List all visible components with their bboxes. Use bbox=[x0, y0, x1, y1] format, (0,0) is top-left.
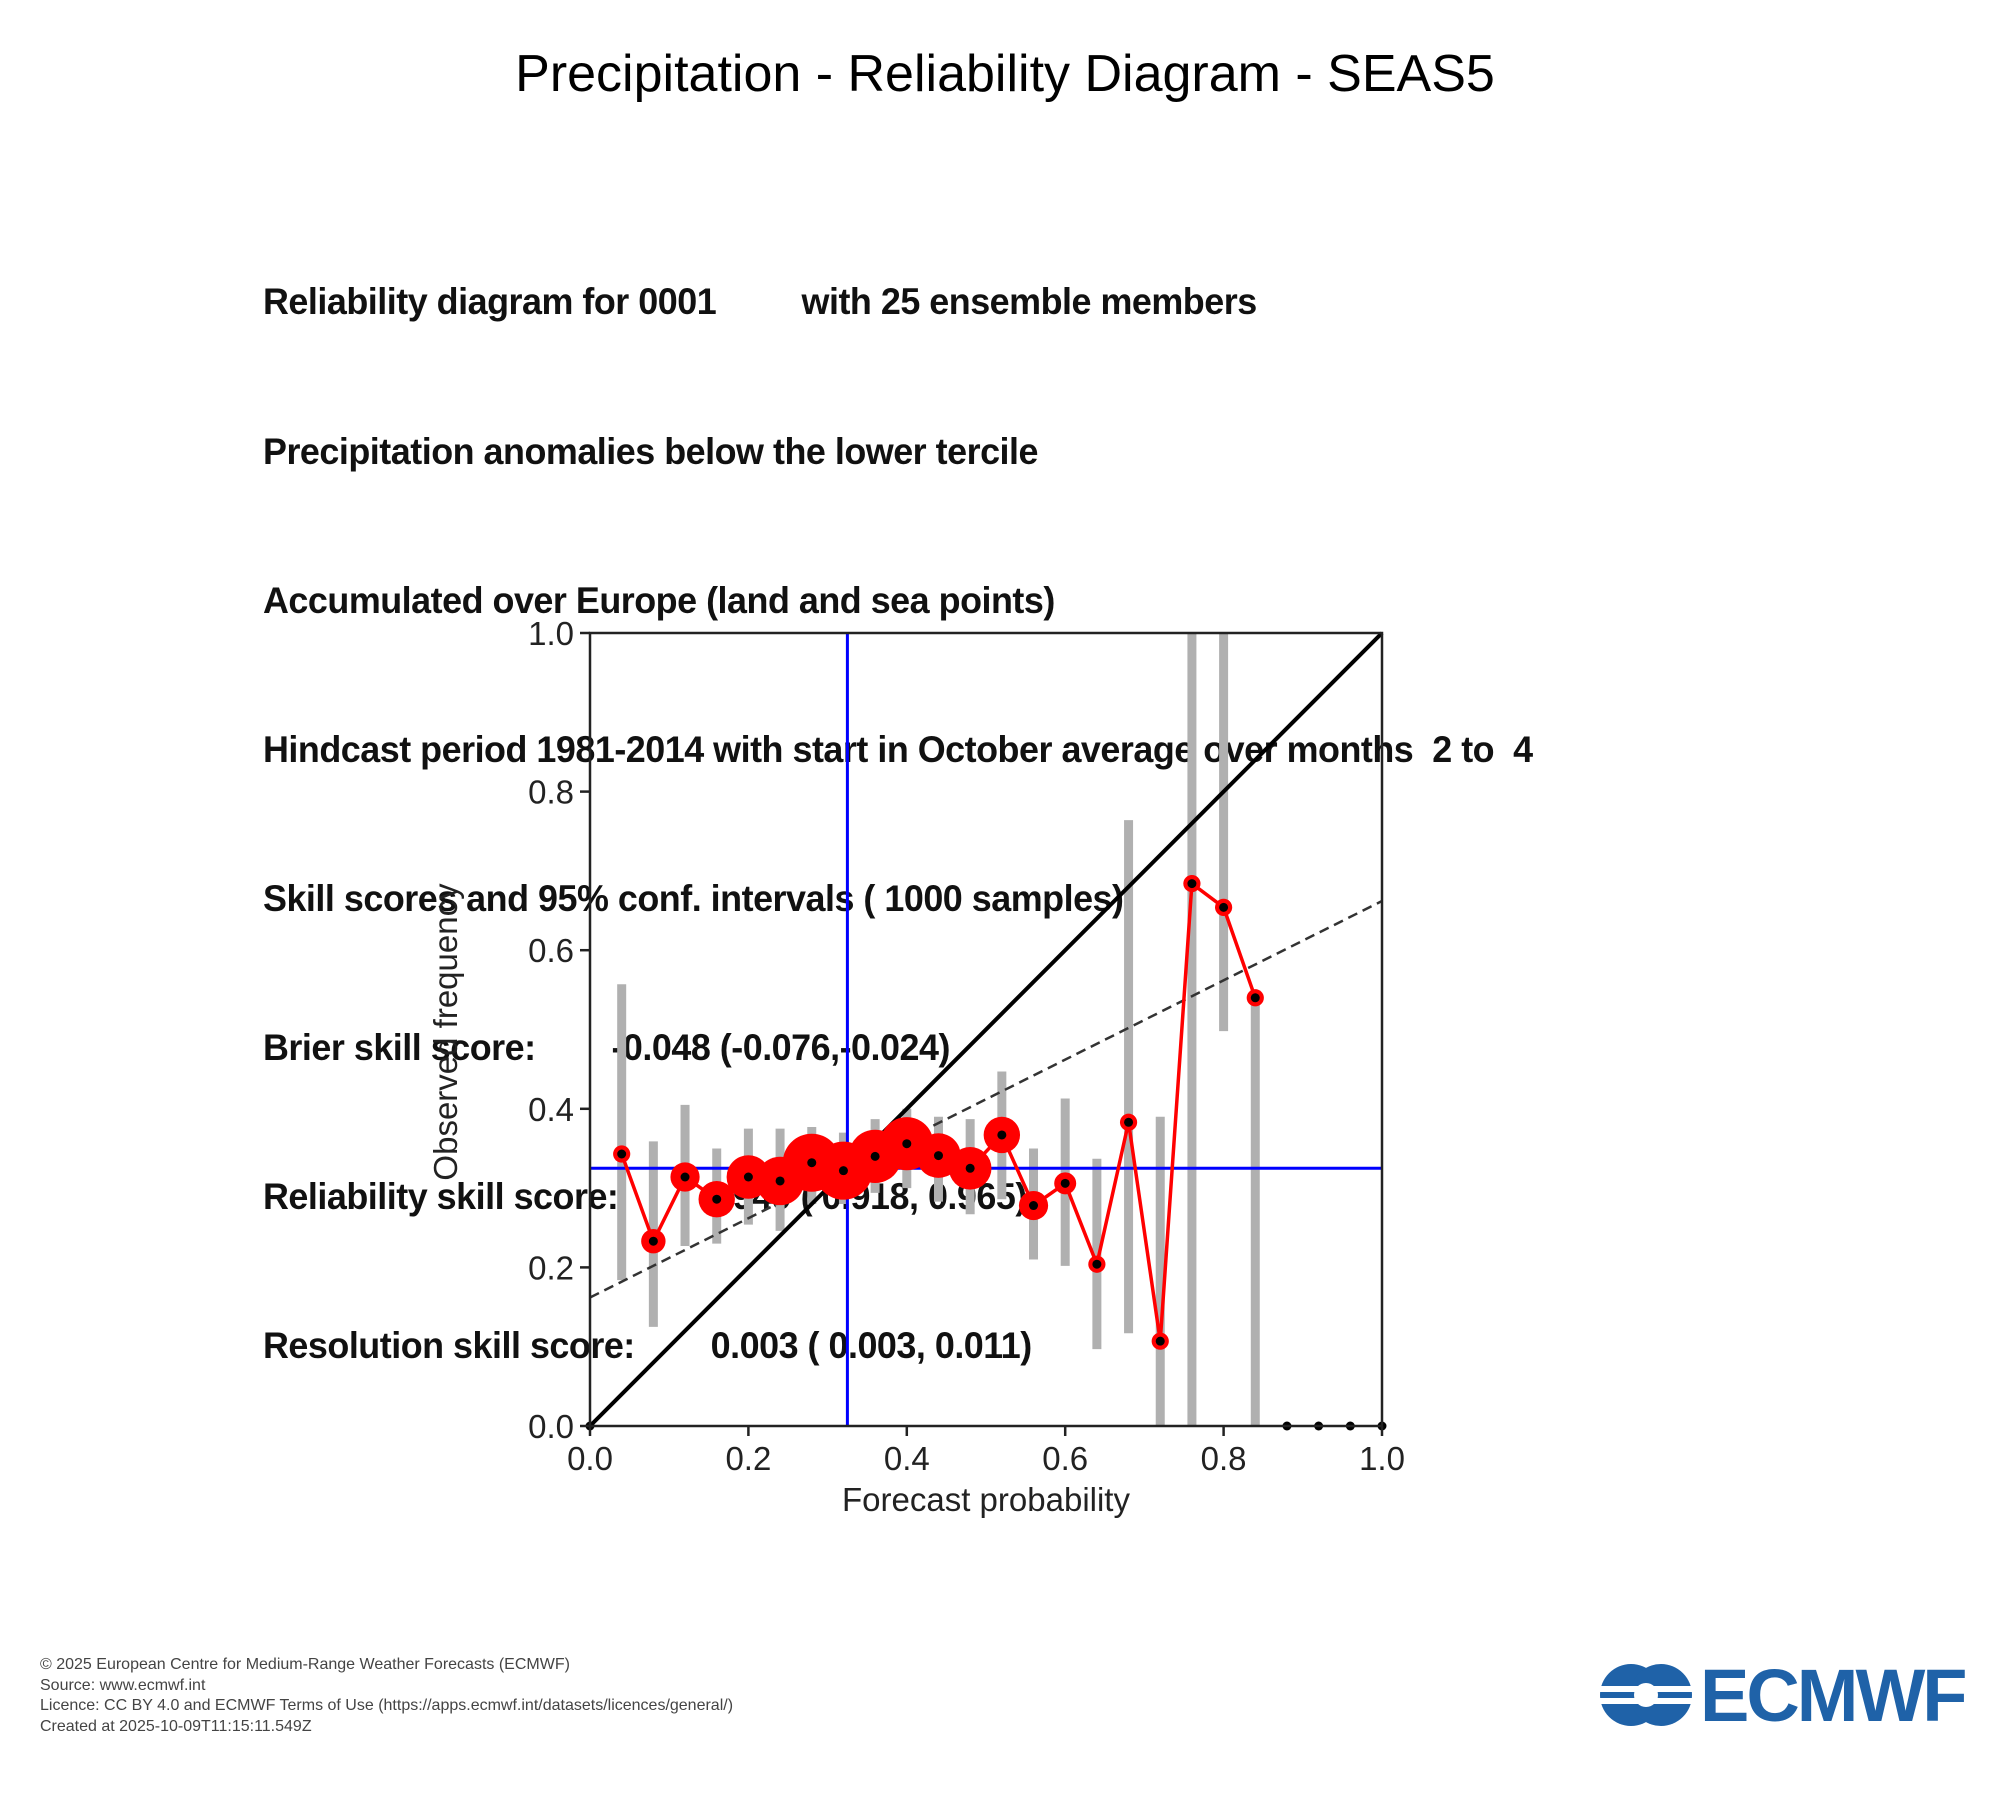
info-block: Reliability diagram for 0001 with 25 ens… bbox=[263, 178, 1572, 1421]
y-tick-label: 0.6 bbox=[528, 932, 574, 969]
source-text: Source: www.ecmwf.int bbox=[40, 1676, 206, 1694]
info-line: Accumulated over Europe (land and sea po… bbox=[263, 579, 1055, 621]
info-line: Skill scores and 95% conf. intervals ( 1… bbox=[263, 877, 1124, 919]
data-point bbox=[1060, 1178, 1070, 1188]
data-point bbox=[1029, 1201, 1039, 1211]
y-tick-label: 0.4 bbox=[528, 1091, 574, 1128]
data-point bbox=[1187, 879, 1197, 889]
x-tick-label: 1.0 bbox=[1359, 1440, 1405, 1477]
data-point bbox=[743, 1172, 753, 1182]
perfect-reliability-diagonal bbox=[588, 631, 1384, 1428]
brier-skill-score: Brier skill score: -0.048 (-0.076,-0.024… bbox=[263, 1026, 950, 1068]
copyright-text: © 2025 European Centre for Medium-Range … bbox=[40, 1656, 570, 1673]
info-line: Reliability diagram for 0001 with 25 ens… bbox=[263, 281, 1257, 323]
data-point bbox=[1219, 902, 1229, 912]
data-point bbox=[680, 1172, 690, 1182]
data-point bbox=[902, 1139, 912, 1149]
data-point bbox=[933, 1151, 943, 1161]
x-tick-label: 0.6 bbox=[1042, 1440, 1088, 1477]
y-tick-label: 1.0 bbox=[528, 615, 574, 652]
resolution-skill-score: Resolution skill score: 0.003 ( 0.003, 0… bbox=[263, 1325, 1032, 1367]
y-tick-label: 0.8 bbox=[528, 774, 574, 811]
logo-text: ECMWF bbox=[1700, 1653, 1967, 1737]
licence-text: Licence: CC BY 4.0 and ECMWF Terms of Us… bbox=[40, 1697, 734, 1714]
chart-title: Precipitation - Reliability Diagram - SE… bbox=[515, 45, 1495, 103]
data-point bbox=[965, 1163, 975, 1173]
y-tick-label: 0.2 bbox=[528, 1249, 574, 1286]
data-point bbox=[1092, 1259, 1102, 1269]
x-tick-label: 0.8 bbox=[1201, 1440, 1247, 1477]
data-point bbox=[617, 1149, 627, 1159]
data-point bbox=[997, 1130, 1007, 1140]
info-line: Hindcast period 1981-2014 with start in … bbox=[263, 728, 1533, 770]
ecmwf-logo-icon bbox=[1598, 1664, 1694, 1726]
x-tick-label: 0.4 bbox=[884, 1440, 930, 1477]
data-point bbox=[648, 1236, 658, 1246]
y-axis-label: Observed frequency bbox=[427, 883, 464, 1181]
footer: © 2025 European Centre for Medium-Range … bbox=[40, 1655, 733, 1737]
y-tick-label: 0.0 bbox=[528, 1408, 574, 1445]
info-line: Precipitation anomalies below the lower … bbox=[263, 430, 1038, 472]
data-point bbox=[838, 1166, 848, 1176]
x-tick-label: 0.2 bbox=[725, 1440, 771, 1477]
plot-frame bbox=[588, 631, 1384, 1428]
data-point bbox=[1155, 1336, 1165, 1346]
data-point bbox=[870, 1151, 880, 1161]
data-point bbox=[1250, 993, 1260, 1003]
data-point bbox=[807, 1158, 817, 1168]
data-point bbox=[712, 1194, 722, 1204]
ecmwf-logo: ECMWF bbox=[1598, 1654, 1967, 1737]
data-point bbox=[775, 1176, 785, 1186]
x-tick-label: 0.0 bbox=[567, 1440, 613, 1477]
created-text: Created at 2025-10-09T11:15:11.549Z bbox=[40, 1717, 312, 1735]
regression-line bbox=[589, 899, 1383, 1299]
x-axis-label: Forecast probability bbox=[842, 1481, 1130, 1518]
data-point bbox=[1124, 1117, 1134, 1127]
